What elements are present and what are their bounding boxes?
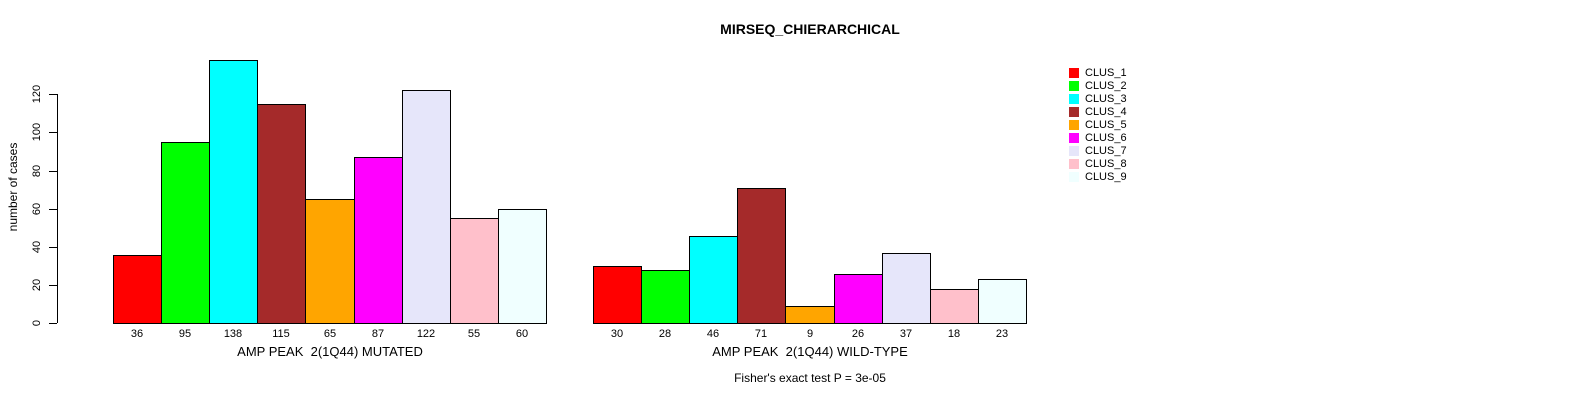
bar-clus_3-mutated (209, 60, 258, 324)
legend-swatch-icon (1069, 94, 1079, 104)
y-tick (49, 285, 57, 286)
bar-clus_6-wild-type (834, 274, 883, 324)
legend-label: CLUS_7 (1085, 145, 1127, 157)
legend-swatch-icon (1069, 146, 1079, 156)
y-axis-line (57, 94, 58, 323)
y-axis-title: number of cases (6, 142, 20, 232)
x-axis-label-wild-type: AMP PEAK 2(1Q44) WILD-TYPE (712, 344, 908, 359)
bar-clus_6-mutated (354, 157, 403, 324)
x-axis-label-mutated: AMP PEAK 2(1Q44) MUTATED (237, 344, 423, 359)
bar-value-label: 18 (947, 328, 961, 340)
bar-value-label: 87 (371, 328, 385, 340)
legend-item-clus_2: CLUS_2 (1069, 80, 1127, 92)
y-tick-label: 60 (31, 202, 43, 216)
y-tick (49, 132, 57, 133)
bar-value-label: 26 (851, 328, 865, 340)
bar-clus_4-wild-type (737, 188, 786, 324)
legend-label: CLUS_1 (1085, 67, 1127, 79)
legend-label: CLUS_4 (1085, 106, 1127, 118)
legend-swatch-icon (1069, 172, 1079, 182)
bar-clus_2-wild-type (641, 270, 690, 324)
legend-label: CLUS_8 (1085, 158, 1127, 170)
y-tick-label: 80 (31, 164, 43, 178)
bar-value-label: 95 (178, 328, 192, 340)
bar-value-label: 122 (416, 328, 436, 340)
bar-value-label: 23 (995, 328, 1009, 340)
bar-clus_5-mutated (305, 199, 355, 324)
bar-value-label: 138 (223, 328, 243, 340)
bar-value-label: 55 (467, 328, 481, 340)
legend-swatch-icon (1069, 133, 1079, 143)
legend-swatch-icon (1069, 159, 1079, 169)
bar-value-label: 30 (610, 328, 624, 340)
y-tick (49, 94, 57, 95)
y-tick (49, 323, 57, 324)
y-tick-label: 100 (31, 122, 43, 142)
y-tick-label: 120 (31, 84, 43, 104)
legend-item-clus_1: CLUS_1 (1069, 67, 1127, 79)
legend-swatch-icon (1069, 107, 1079, 117)
bar-clus_9-wild-type (978, 279, 1027, 324)
bar-value-label: 60 (515, 328, 529, 340)
legend-item-clus_7: CLUS_7 (1069, 145, 1127, 157)
y-tick-label: 20 (31, 278, 43, 292)
bar-value-label: 9 (806, 328, 814, 340)
y-tick (49, 209, 57, 210)
y-tick-label: 40 (31, 240, 43, 254)
legend-item-clus_9: CLUS_9 (1069, 171, 1127, 183)
bar-value-label: 65 (323, 328, 337, 340)
bar-clus_8-wild-type (930, 289, 979, 324)
y-tick-label: 0 (31, 319, 43, 327)
legend-item-clus_4: CLUS_4 (1069, 106, 1127, 118)
bar-value-label: 115 (272, 328, 290, 340)
bar-clus_7-wild-type (882, 253, 931, 324)
legend-label: CLUS_3 (1085, 93, 1127, 105)
bar-clus_1-wild-type (593, 266, 642, 324)
legend-item-clus_6: CLUS_6 (1069, 132, 1127, 144)
legend-swatch-icon (1069, 68, 1079, 78)
bar-clus_7-mutated (402, 90, 451, 324)
bar-value-label: 37 (899, 328, 913, 340)
bar-clus_9-mutated (498, 209, 547, 324)
legend-label: CLUS_9 (1085, 171, 1127, 183)
bar-clus_5-wild-type (785, 306, 835, 324)
bar-value-label: 71 (754, 328, 768, 340)
y-tick (49, 247, 57, 248)
bar-value-label: 46 (706, 328, 720, 340)
bar-clus_4-mutated (257, 104, 306, 324)
legend-label: CLUS_6 (1085, 132, 1127, 144)
legend-item-clus_8: CLUS_8 (1069, 158, 1127, 170)
legend-label: CLUS_2 (1085, 80, 1127, 92)
bar-clus_8-mutated (450, 218, 499, 324)
bar-clus_2-mutated (161, 142, 210, 324)
fisher-test-annotation: Fisher's exact test P = 3e-05 (734, 371, 886, 385)
legend-item-clus_3: CLUS_3 (1069, 93, 1127, 105)
legend-label: CLUS_5 (1085, 119, 1127, 131)
bar-value-label: 28 (658, 328, 672, 340)
y-tick (49, 171, 57, 172)
legend-swatch-icon (1069, 120, 1079, 130)
bar-clus_3-wild-type (689, 236, 738, 324)
chart-title: MIRSEQ_CHIERARCHICAL (720, 21, 900, 37)
bar-clus_1-mutated (113, 255, 162, 324)
legend-item-clus_5: CLUS_5 (1069, 119, 1127, 131)
legend-swatch-icon (1069, 81, 1079, 91)
bar-value-label: 36 (130, 328, 144, 340)
